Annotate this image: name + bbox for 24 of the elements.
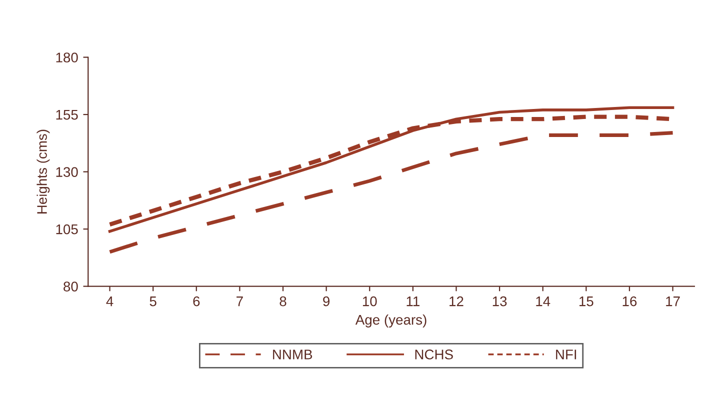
x-tick-label: 8 [280,296,286,306]
legend-label: NCHS [415,350,453,360]
x-tick-label: 13 [492,296,507,306]
x-tick-label: 6 [193,296,200,306]
x-axis-title: Age (years) [355,314,426,328]
x-tick-label: 15 [579,296,594,306]
legend-label: NNMB [273,350,312,360]
y-tick-label: 130 [56,167,78,177]
x-tick-label: 14 [536,296,550,306]
x-tick-label: 9 [323,296,330,306]
y-tick-label: 155 [56,110,78,120]
x-tick-label: 7 [236,296,243,306]
y-tick-label: 80 [64,282,78,292]
x-tick-label: 11 [406,296,420,306]
x-tick-label: 16 [622,296,637,306]
y-tick-label: 105 [56,224,78,234]
y-axis-title: Heights (cms) [36,130,50,214]
x-tick-label: 17 [666,296,680,306]
legend-label: NFI [556,350,576,360]
x-tick-label: 10 [362,296,377,306]
x-tick-label: 5 [150,296,156,306]
x-tick-label: 4 [106,296,114,306]
y-tick-label: 180 [56,52,78,62]
x-tick-label: 12 [450,296,464,306]
